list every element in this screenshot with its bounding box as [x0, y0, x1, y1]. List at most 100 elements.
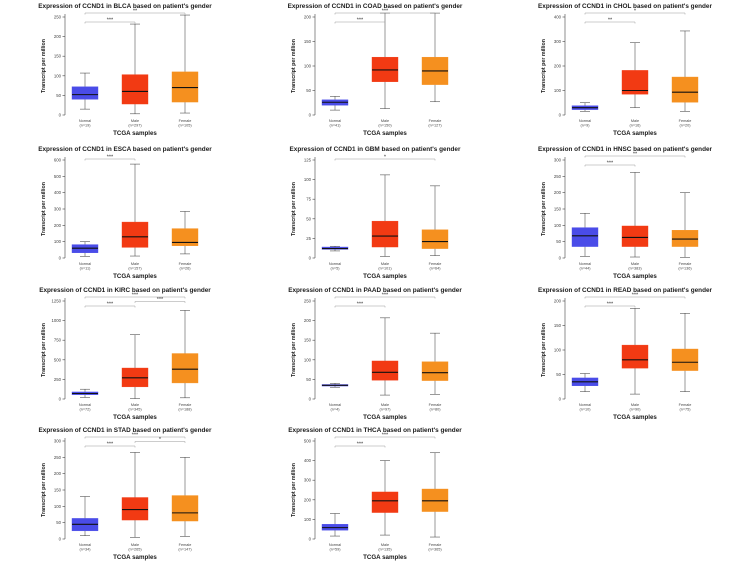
category-label: Normal — [329, 262, 341, 266]
y-tick-label: 0 — [309, 256, 312, 261]
box-normal — [321, 513, 349, 537]
box-male — [121, 334, 149, 399]
significance-label: * — [634, 8, 637, 14]
y-tick-label: 100 — [554, 88, 562, 93]
significance-label: *** — [107, 154, 114, 160]
sample-count-label: (n=105) — [178, 124, 192, 128]
box-normal — [71, 388, 99, 398]
iqr-box — [171, 71, 199, 103]
category-label: Male — [131, 119, 139, 123]
y-tick-label: 200 — [554, 190, 562, 195]
significance-label: *** — [382, 432, 389, 438]
sample-count-label: (n=19) — [79, 124, 91, 128]
significance-label: *** — [607, 301, 614, 307]
sample-count-label: (n=188) — [178, 408, 192, 412]
significance-bracket — [334, 21, 386, 24]
iqr-box — [621, 344, 649, 369]
y-tick-label: 100 — [304, 64, 312, 69]
category-label: Normal — [79, 119, 91, 123]
panel-esca: Expression of CCND1 in ESCA based on pat… — [38, 146, 212, 280]
significance-bracket — [584, 21, 636, 24]
sample-count-label: (n=5) — [331, 267, 341, 271]
category-label: Female — [179, 119, 192, 123]
y-axis-title: Transcript per million — [41, 463, 47, 517]
significance-label: ** — [633, 151, 638, 157]
significance-label: *** — [382, 292, 389, 298]
panel-title: Expression of CCND1 in HNSC based on pat… — [538, 146, 713, 153]
sample-count-label: (n=101) — [378, 267, 392, 271]
box-male — [121, 452, 149, 538]
panel-paad: Expression of CCND1 in PAAD based on pat… — [288, 287, 462, 421]
panel-read: Expression of CCND1 in READ based on pat… — [538, 287, 713, 421]
sample-count-label: (n=365) — [428, 548, 442, 552]
category-label: Male — [131, 403, 139, 407]
y-tick-label: 250 — [554, 174, 562, 179]
category-label: Normal — [329, 119, 341, 123]
x-axis-title: TCGA samples — [363, 554, 407, 561]
y-axis-title: Transcript per million — [541, 39, 547, 93]
category-label: Male — [381, 403, 389, 407]
y-tick-label: 400 — [54, 190, 62, 195]
y-tick-label: 150 — [304, 338, 312, 343]
box-female — [421, 452, 449, 538]
sample-count-label: (n=97) — [379, 408, 391, 412]
significance-bracket — [84, 305, 136, 308]
sample-count-label: (n=265) — [128, 548, 142, 552]
sample-count-label: (n=20) — [679, 124, 691, 128]
y-axis-title: Transcript per million — [291, 323, 297, 377]
box-female — [671, 313, 699, 392]
y-tick-label: 400 — [304, 458, 312, 463]
x-axis-title: TCGA samples — [363, 273, 407, 280]
y-tick-label: 1250 — [51, 299, 61, 304]
significance-label: *** — [107, 301, 114, 307]
y-axis-title: Transcript per million — [541, 182, 547, 236]
y-tick-label: 750 — [54, 338, 62, 343]
box-female — [671, 30, 699, 112]
panel-thca: Expression of CCND1 in THCA based on pat… — [288, 427, 462, 561]
significance-label: * — [159, 437, 162, 443]
significance-label: *** — [382, 8, 389, 14]
iqr-box — [671, 230, 699, 247]
box-female — [421, 332, 449, 395]
y-tick-label: 0 — [309, 537, 312, 542]
iqr-box — [671, 348, 699, 371]
box-normal — [571, 212, 599, 257]
category-label: Female — [429, 119, 442, 123]
significance-bracket — [334, 445, 386, 448]
box-normal — [321, 383, 349, 388]
panel-hnsc: Expression of CCND1 in HNSC based on pat… — [538, 146, 713, 280]
category-label: Normal — [79, 543, 91, 547]
y-axis-title: Transcript per million — [41, 182, 47, 236]
category-label: Normal — [329, 403, 341, 407]
panel-title: Expression of CCND1 in KIRC based on pat… — [39, 287, 211, 294]
y-tick-label: 1000 — [51, 318, 61, 323]
sample-count-label: (n=90) — [629, 408, 641, 412]
panel-title: Expression of CCND1 in STAD based on pat… — [39, 427, 212, 434]
box-male — [621, 308, 649, 395]
sample-count-label: (n=383) — [628, 267, 642, 271]
panel-kirc: Expression of CCND1 in KIRC based on pat… — [39, 287, 211, 421]
significance-bracket — [134, 441, 186, 443]
panel-chol: Expression of CCND1 in CHOL based on pat… — [538, 3, 712, 137]
iqr-box — [371, 491, 399, 513]
x-axis-title: TCGA samples — [613, 273, 657, 280]
y-tick-label: 0 — [59, 397, 62, 402]
y-tick-label: 0 — [559, 397, 562, 402]
sample-count-label: (n=345) — [128, 408, 142, 412]
y-tick-label: 50 — [306, 377, 311, 382]
x-axis-title: TCGA samples — [363, 414, 407, 421]
sample-count-label: (n=59) — [329, 548, 341, 552]
y-tick-label: 100 — [554, 223, 562, 228]
significance-bracket — [334, 296, 436, 299]
y-tick-label: 300 — [54, 207, 62, 212]
y-axis-title: Transcript per million — [41, 323, 47, 377]
y-tick-label: 400 — [554, 15, 562, 20]
panel-title: Expression of CCND1 in PAAD based on pat… — [288, 287, 462, 294]
y-tick-label: 200 — [54, 471, 62, 476]
significance-bracket — [584, 164, 636, 167]
y-tick-label: 150 — [54, 488, 62, 493]
sample-count-label: (n=127) — [428, 124, 442, 128]
y-tick-label: 75 — [306, 197, 311, 202]
category-label: Female — [429, 403, 442, 407]
